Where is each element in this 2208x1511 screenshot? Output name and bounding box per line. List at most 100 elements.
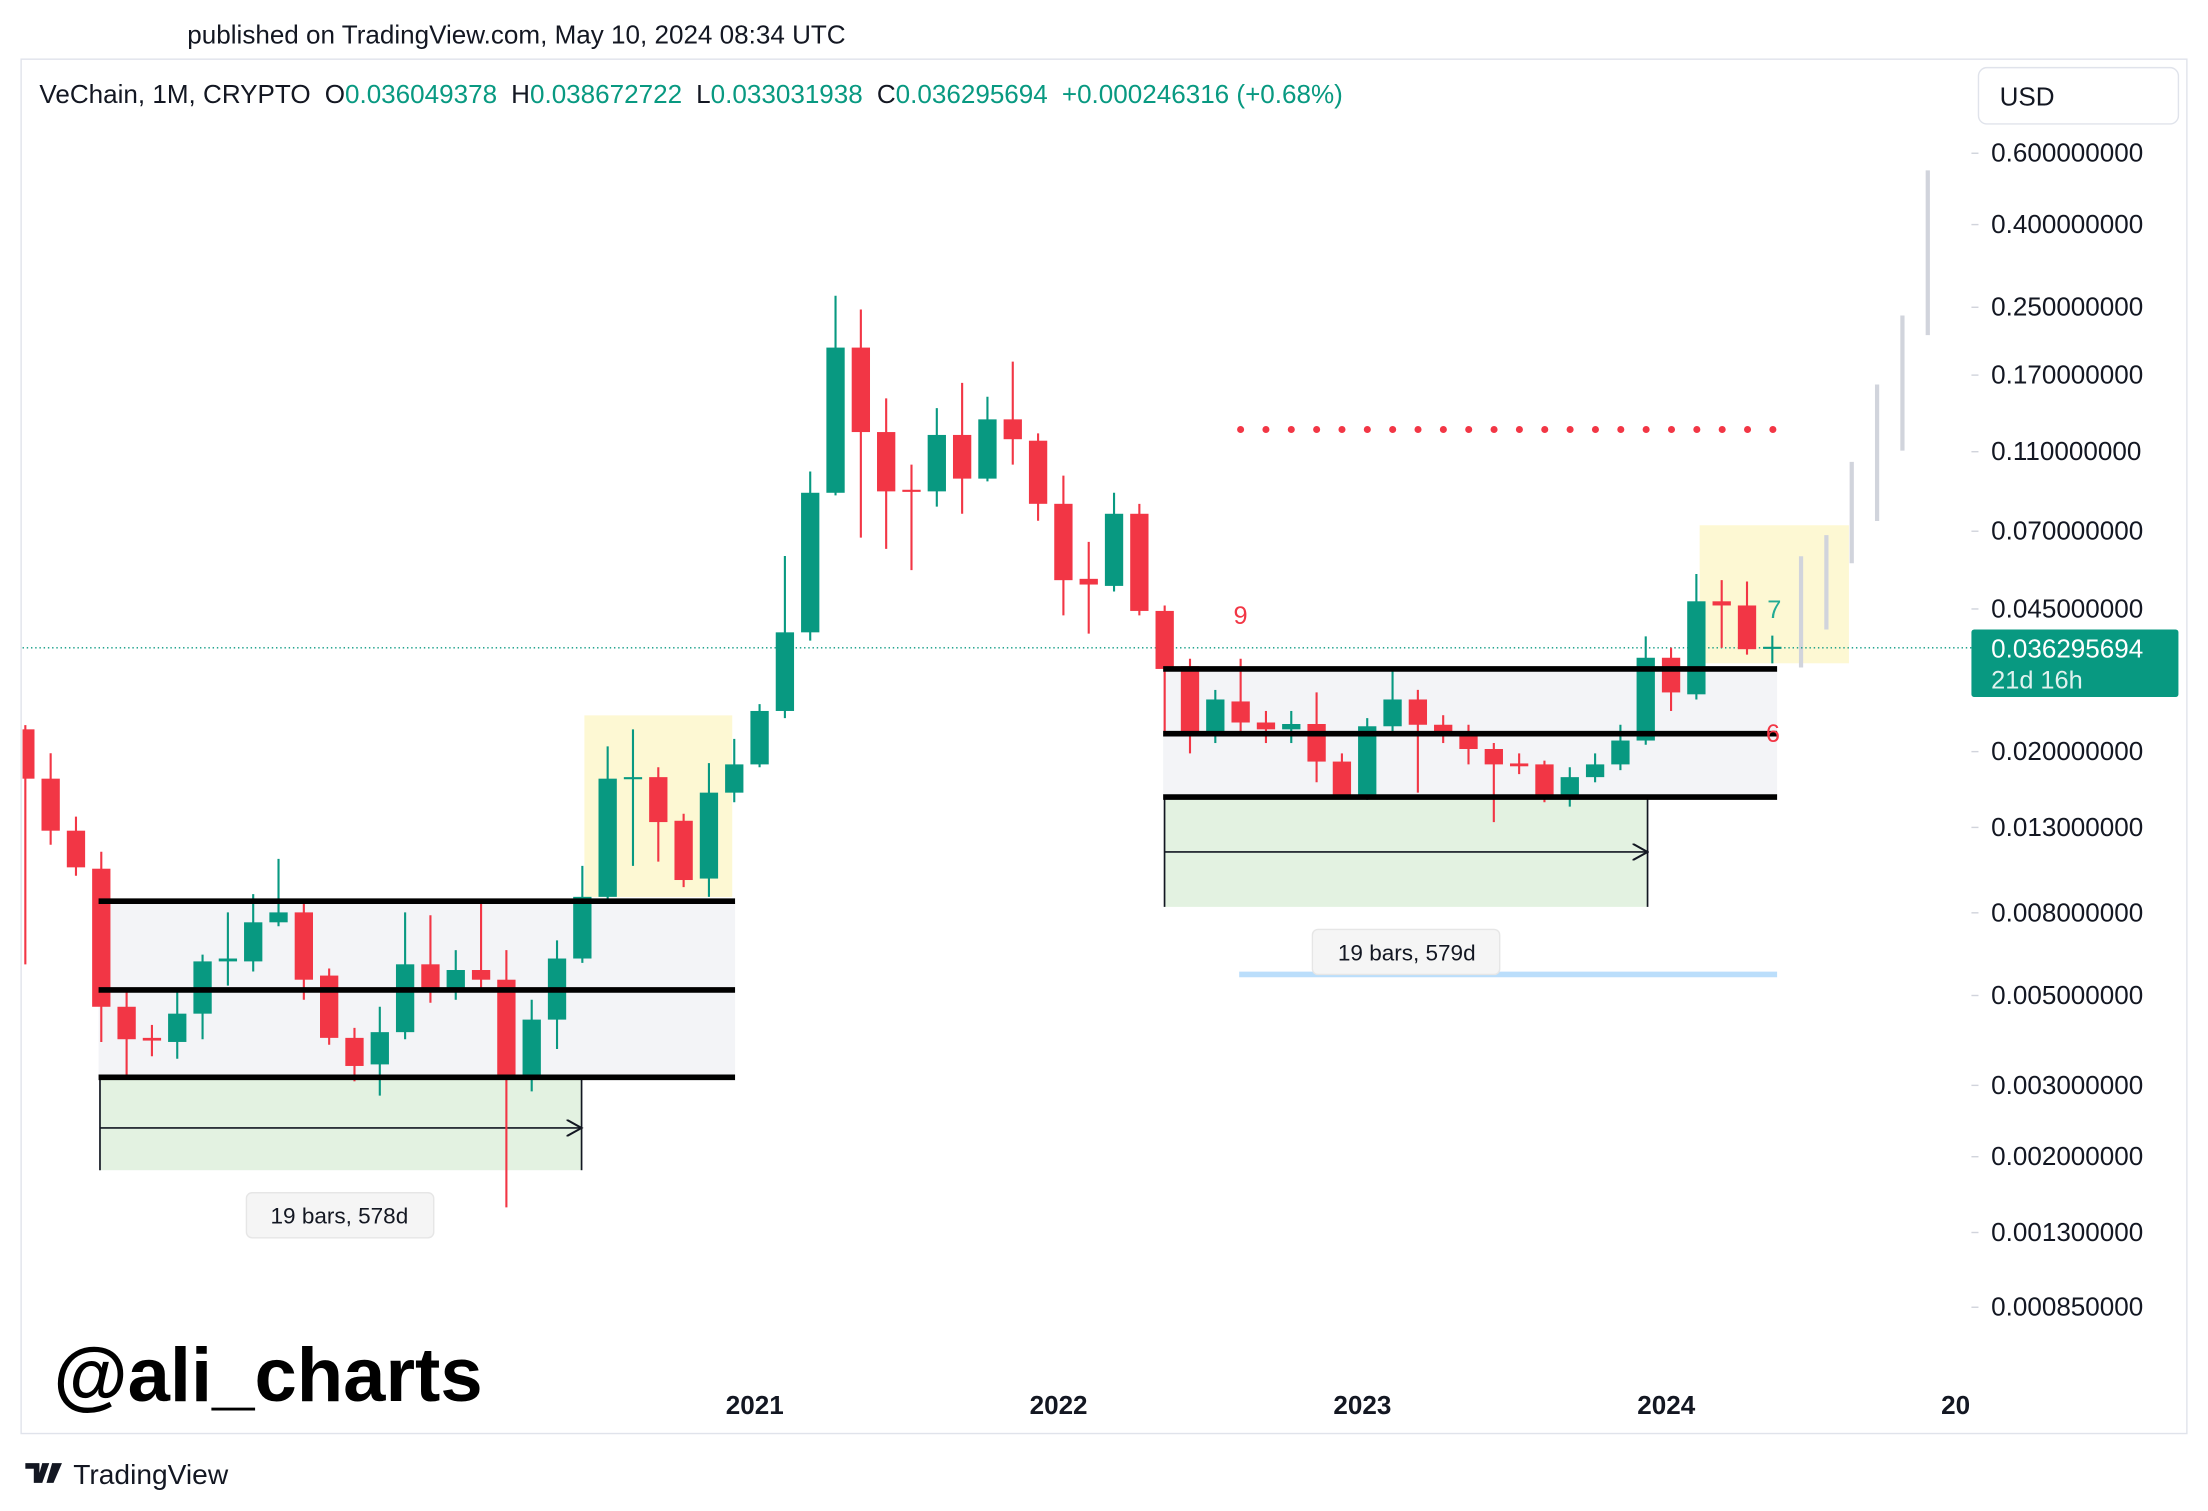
- symbol: VeChain, 1M, CRYPTO: [39, 79, 310, 109]
- annotation: 19 bars, 578d: [271, 1204, 409, 1229]
- ohlc-value: 0.033031938: [711, 79, 863, 109]
- y-tick-label: 0.003000000: [1991, 1070, 2143, 1100]
- ohlc-value: 0.036295694: [896, 79, 1048, 109]
- candle-body: [1763, 646, 1782, 649]
- ohlc-key: H: [511, 79, 530, 109]
- candle-body: [471, 970, 491, 980]
- candle-body: [573, 896, 592, 959]
- y-tick-label: 0.170000000: [1991, 360, 2143, 390]
- ohlc-key: L: [696, 79, 711, 109]
- candle-body: [1104, 513, 1124, 586]
- candle-body: [1054, 503, 1073, 581]
- last-price-bg: [1971, 629, 2179, 698]
- x-tick-label: 2022: [1030, 1390, 1088, 1420]
- watermark: @ali_charts: [54, 1333, 483, 1418]
- candle-body: [22, 729, 35, 779]
- channel-lines: [98, 666, 1778, 1081]
- candle-body: [370, 1032, 389, 1065]
- candle-body: [1206, 699, 1225, 732]
- candle-body: [1585, 764, 1605, 778]
- candle-body: [421, 964, 440, 990]
- candle-body: [877, 432, 896, 492]
- annotation: 19 bars, 579d: [1338, 940, 1476, 965]
- label-box: [1311, 928, 1501, 976]
- candle-body: [1155, 610, 1174, 669]
- candle-body: [117, 1006, 136, 1040]
- y-tick-label: 0.400000000: [1991, 209, 2143, 239]
- y-tick-label: 0.250000000: [1991, 292, 2143, 322]
- label-box: [245, 1192, 435, 1239]
- candle-body: [1484, 749, 1503, 765]
- candle-body: [775, 632, 795, 711]
- candle-body: [497, 979, 516, 1079]
- projection: [1798, 170, 1930, 668]
- candle-body: [699, 792, 719, 879]
- candle-body: [1636, 657, 1655, 741]
- candle-body: [522, 1019, 541, 1080]
- candle-body: [952, 434, 972, 479]
- y-tick-label: 0.070000000: [1991, 516, 2143, 546]
- candle-body: [395, 964, 415, 1033]
- currency-button[interactable]: [1977, 66, 2180, 125]
- candle-body: [66, 830, 86, 868]
- x-tick-label: 20: [1941, 1390, 1970, 1420]
- candle-body: [927, 434, 946, 492]
- candle-body: [1509, 763, 1529, 767]
- brand: TradingView: [73, 1459, 229, 1490]
- candle-body: [1307, 724, 1326, 762]
- candle-body: [269, 912, 288, 923]
- change: +0.000246316 (+0.68%): [1062, 79, 1343, 109]
- candle-body: [1687, 601, 1706, 695]
- ohlc-key: O: [325, 79, 345, 109]
- y-tick-label: 0.600000000: [1991, 138, 2143, 168]
- candle-body: [801, 492, 820, 633]
- candle-body: [41, 778, 60, 831]
- y-tick-label: 0.005000000: [1991, 980, 2143, 1010]
- candle-body: [294, 912, 313, 980]
- highlight-box: [1699, 525, 1849, 664]
- candle-body: [1028, 440, 1048, 504]
- candle-body: [1358, 726, 1377, 796]
- candle-body: [244, 922, 263, 962]
- candle-body: [1130, 513, 1149, 611]
- candle-body: [1079, 578, 1098, 585]
- published-note: published on TradingView.com, May 10, 20…: [187, 20, 845, 50]
- ohlc-value: 0.038672722: [530, 79, 682, 109]
- candle-body: [826, 347, 845, 493]
- candle-body: [1408, 699, 1428, 725]
- x-tick-label: 2021: [726, 1390, 784, 1420]
- candle-body: [598, 778, 617, 897]
- ohlc-value: 0.036049378: [345, 79, 497, 109]
- candle-body: [1434, 724, 1453, 737]
- last-price-tag: 0.036295694 21d 16h: [1971, 629, 2179, 698]
- candle-body: [1737, 605, 1757, 650]
- candle-body: [142, 1037, 162, 1041]
- annotation: 7: [1767, 596, 1781, 624]
- candle-body: [1611, 740, 1630, 765]
- brand-logo: TradingView: [25, 1459, 229, 1490]
- candle-body: [320, 975, 339, 1038]
- currency[interactable]: USD: [2000, 82, 2055, 112]
- candle-body: [623, 777, 643, 780]
- candle-body: [218, 958, 238, 962]
- candle-body: [1560, 777, 1579, 797]
- candle-body: [725, 764, 744, 793]
- y-tick-label: 0.110000000: [1991, 436, 2141, 466]
- last-price: 0.036295694: [1991, 634, 2143, 664]
- y-tick-label: 0.020000000: [1991, 736, 2143, 766]
- y-tick-label: 0.001300000: [1991, 1217, 2143, 1247]
- annotation: 6: [1766, 720, 1780, 748]
- y-tick-label: 0.000850000: [1991, 1292, 2143, 1322]
- x-tick-label: 2023: [1333, 1390, 1391, 1420]
- date-range: [99, 1078, 582, 1171]
- candle-body: [1661, 657, 1681, 693]
- candle-body: [1459, 734, 1478, 750]
- drawings: [22, 170, 1972, 1239]
- x-tick-label: 2024: [1637, 1390, 1695, 1420]
- candle-body: [902, 489, 921, 492]
- candle-body: [446, 970, 465, 989]
- candle-body: [1256, 722, 1276, 730]
- y-tick-label: 0.008000000: [1991, 897, 2143, 927]
